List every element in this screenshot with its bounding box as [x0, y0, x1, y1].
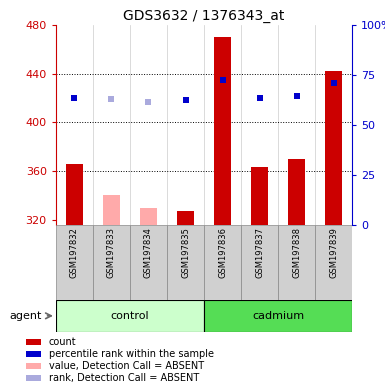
Text: GSM197836: GSM197836 — [218, 227, 227, 278]
Bar — [103, 195, 120, 225]
Text: GSM197833: GSM197833 — [107, 227, 116, 278]
Bar — [288, 159, 305, 225]
Text: rank, Detection Call = ABSENT: rank, Detection Call = ABSENT — [49, 373, 199, 383]
Bar — [56, 225, 93, 300]
Text: GSM197838: GSM197838 — [292, 227, 301, 278]
Bar — [93, 225, 130, 300]
Bar — [66, 164, 83, 225]
Bar — [214, 37, 231, 225]
Bar — [251, 167, 268, 225]
Text: agent: agent — [10, 311, 42, 321]
Text: percentile rank within the sample: percentile rank within the sample — [49, 349, 214, 359]
Title: GDS3632 / 1376343_at: GDS3632 / 1376343_at — [123, 8, 285, 23]
Bar — [56, 300, 204, 332]
Text: GSM197835: GSM197835 — [181, 227, 190, 278]
Bar — [140, 208, 157, 225]
Text: GSM197834: GSM197834 — [144, 227, 153, 278]
Bar — [26, 339, 41, 345]
Text: control: control — [110, 311, 149, 321]
Bar — [325, 71, 342, 225]
Bar — [204, 225, 241, 300]
Text: count: count — [49, 337, 76, 347]
Bar — [26, 375, 41, 381]
Bar — [130, 225, 167, 300]
Bar — [26, 363, 41, 369]
Text: cadmium: cadmium — [252, 311, 304, 321]
Bar — [167, 225, 204, 300]
Bar — [26, 351, 41, 357]
Bar — [241, 225, 278, 300]
Text: GSM197837: GSM197837 — [255, 227, 264, 278]
Text: GSM197839: GSM197839 — [329, 227, 338, 278]
Bar — [177, 211, 194, 225]
Text: value, Detection Call = ABSENT: value, Detection Call = ABSENT — [49, 361, 204, 371]
Bar — [315, 225, 352, 300]
Bar — [278, 225, 315, 300]
Text: GSM197832: GSM197832 — [70, 227, 79, 278]
Bar — [204, 300, 352, 332]
